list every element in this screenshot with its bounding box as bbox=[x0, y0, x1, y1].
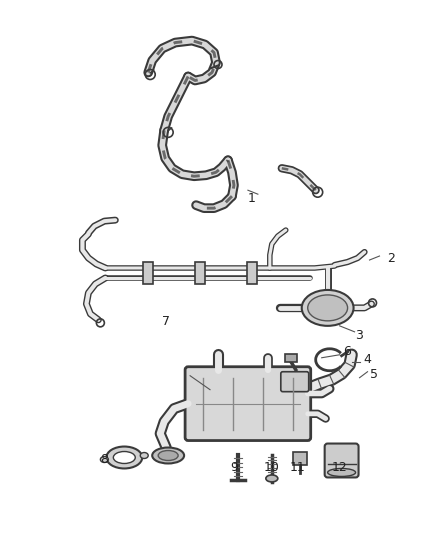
Text: 6: 6 bbox=[343, 345, 351, 358]
Text: 10: 10 bbox=[264, 461, 280, 474]
Text: 1: 1 bbox=[248, 192, 256, 205]
Ellipse shape bbox=[152, 448, 184, 464]
Ellipse shape bbox=[266, 475, 278, 482]
Bar bbox=[285, 354, 297, 362]
Text: 3: 3 bbox=[356, 329, 364, 342]
Text: 5: 5 bbox=[370, 368, 378, 381]
Bar bbox=[195, 262, 205, 284]
Ellipse shape bbox=[302, 290, 353, 326]
FancyBboxPatch shape bbox=[325, 443, 359, 478]
Text: 2: 2 bbox=[388, 252, 396, 264]
Text: 11: 11 bbox=[290, 461, 306, 474]
Ellipse shape bbox=[328, 469, 356, 477]
Ellipse shape bbox=[100, 456, 108, 463]
FancyBboxPatch shape bbox=[185, 367, 311, 441]
Bar bbox=[293, 451, 307, 465]
Text: 4: 4 bbox=[364, 353, 371, 366]
Ellipse shape bbox=[308, 295, 348, 321]
Text: 12: 12 bbox=[332, 461, 347, 474]
Ellipse shape bbox=[140, 453, 148, 458]
Bar bbox=[247, 262, 257, 284]
Text: 9: 9 bbox=[230, 461, 238, 474]
Text: 7: 7 bbox=[162, 316, 170, 328]
Bar bbox=[143, 262, 153, 284]
FancyBboxPatch shape bbox=[281, 372, 309, 392]
Text: 8: 8 bbox=[100, 453, 108, 466]
Ellipse shape bbox=[113, 451, 135, 464]
Ellipse shape bbox=[158, 450, 178, 461]
Ellipse shape bbox=[106, 447, 142, 469]
